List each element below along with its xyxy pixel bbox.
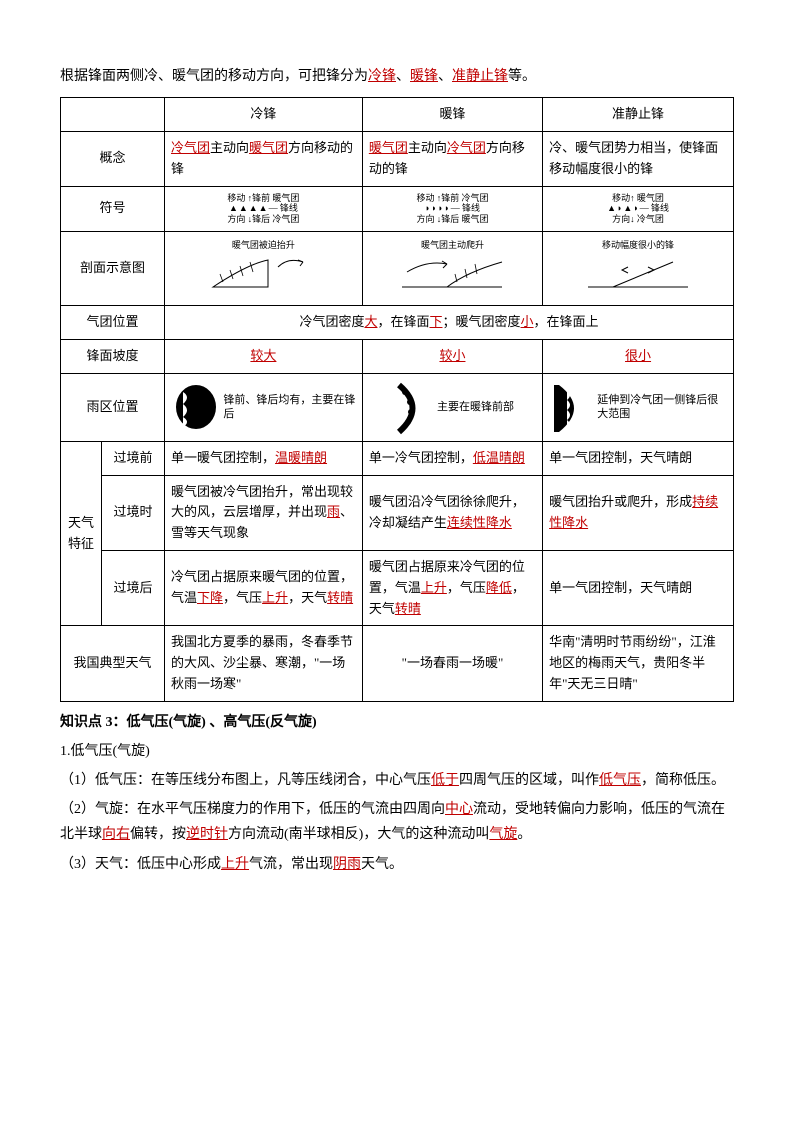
airmass-text: 冷气团密度大，在锋面下；暖气团密度小，在锋面上	[165, 306, 734, 340]
row-typical-label: 我国典型天气	[61, 626, 165, 701]
row-before-label: 过境前	[102, 441, 165, 475]
during-stat: 暖气团抬升或爬升，形成持续性降水	[543, 475, 734, 550]
before-warm: 单一冷气团控制，低温晴朗	[362, 441, 542, 475]
typical-cold: 我国北方夏季的暴雨，冬春季节的大风、沙尘暴、寒潮，"一场秋雨一场寒"	[165, 626, 363, 701]
kp3-sub1: 1.低气压(气旋)	[60, 739, 734, 764]
section-stat-diagram: 移动幅度很小的锋	[543, 231, 734, 305]
slope-stat: 很小	[543, 339, 734, 373]
typical-stat: 华南"清明时节雨纷纷"，江淮地区的梅雨天气，贵阳冬半年"天无三日晴"	[543, 626, 734, 701]
section-cold-diagram: 暖气团被迫抬升	[165, 231, 363, 305]
row-symbol-label: 符号	[61, 186, 165, 231]
before-stat: 单一气团控制，天气晴朗	[543, 441, 734, 475]
slope-cold: 较大	[165, 339, 363, 373]
front-comparison-table: 冷锋 暖锋 准静止锋 概念 冷气团主动向暖气团方向移动的锋 暖气团主动向冷气团方…	[60, 97, 734, 702]
concept-stat: 冷、暖气团势力相当，使锋面移动幅度很小的锋	[543, 131, 734, 186]
kp3-p1: （1）低气压：在等压线分布图上，凡等压线闭合，中心气压低于四周气压的区域，叫作低…	[60, 768, 734, 793]
concept-cold: 冷气团主动向暖气团方向移动的锋	[165, 131, 363, 186]
row-during-label: 过境时	[102, 475, 165, 550]
col-header-stat: 准静止锋	[543, 98, 734, 132]
row-concept-label: 概念	[61, 131, 165, 186]
before-cold: 单一暖气团控制，温暖晴朗	[165, 441, 363, 475]
row-slope-label: 锋面坡度	[61, 339, 165, 373]
kp3-title: 知识点 3：低气压(气旋) 、高气压(反气旋)	[60, 710, 734, 735]
concept-warm: 暖气团主动向冷气团方向移动的锋	[362, 131, 542, 186]
col-header-warm: 暖锋	[362, 98, 542, 132]
after-cold: 冷气团占据原来暖气团的位置，气温下降，气压上升，天气转晴	[165, 550, 363, 625]
typical-warm: "一场春雨一场暖"	[362, 626, 542, 701]
symbol-stat-diagram: 移动↑ 暖气团 ▲◗▲◗— 锋线 方向↓ 冷气团	[543, 186, 734, 231]
rain-stat-diagram: 延伸到冷气团一侧锋后很大范围	[543, 373, 734, 441]
symbol-warm-diagram: 移动 ↑锋前 冷气团 ◗◗◗◗— 锋线 方向 ↓锋后 暖气团	[362, 186, 542, 231]
col-header-cold: 冷锋	[165, 98, 363, 132]
kp3-p3: （3）天气：低压中心形成上升气流，常出现阴雨天气。	[60, 852, 734, 877]
row-weather-label: 天气特征	[61, 441, 102, 626]
slope-warm: 较小	[362, 339, 542, 373]
row-after-label: 过境后	[102, 550, 165, 625]
row-section-label: 剖面示意图	[61, 231, 165, 305]
after-warm: 暖气团占据原来冷气团的位置，气温上升，气压降低，天气转晴	[362, 550, 542, 625]
intro-paragraph: 根据锋面两侧冷、暖气团的移动方向，可把锋分为冷锋、暖锋、准静止锋等。	[60, 64, 734, 89]
rain-cold-diagram: 锋前、锋后均有，主要在锋后	[165, 373, 363, 441]
section-warm-diagram: 暖气团主动爬升	[362, 231, 542, 305]
rain-warm-diagram: 主要在暖锋前部	[362, 373, 542, 441]
row-rain-label: 雨区位置	[61, 373, 165, 441]
kp3-p2: （2）气旋：在水平气压梯度力的作用下，低压的气流由四周向中心流动，受地转偏向力影…	[60, 797, 734, 847]
during-warm: 暖气团沿冷气团徐徐爬升，冷却凝结产生连续性降水	[362, 475, 542, 550]
after-stat: 单一气团控制，天气晴朗	[543, 550, 734, 625]
symbol-cold-diagram: 移动 ↑锋前 暖气团 ▲▲▲▲— 锋线 方向 ↓锋后 冷气团	[165, 186, 363, 231]
during-cold: 暖气团被冷气团抬升，常出现较大的风，云层增厚，并出现雨、雪等天气现象	[165, 475, 363, 550]
row-airmass-label: 气团位置	[61, 306, 165, 340]
